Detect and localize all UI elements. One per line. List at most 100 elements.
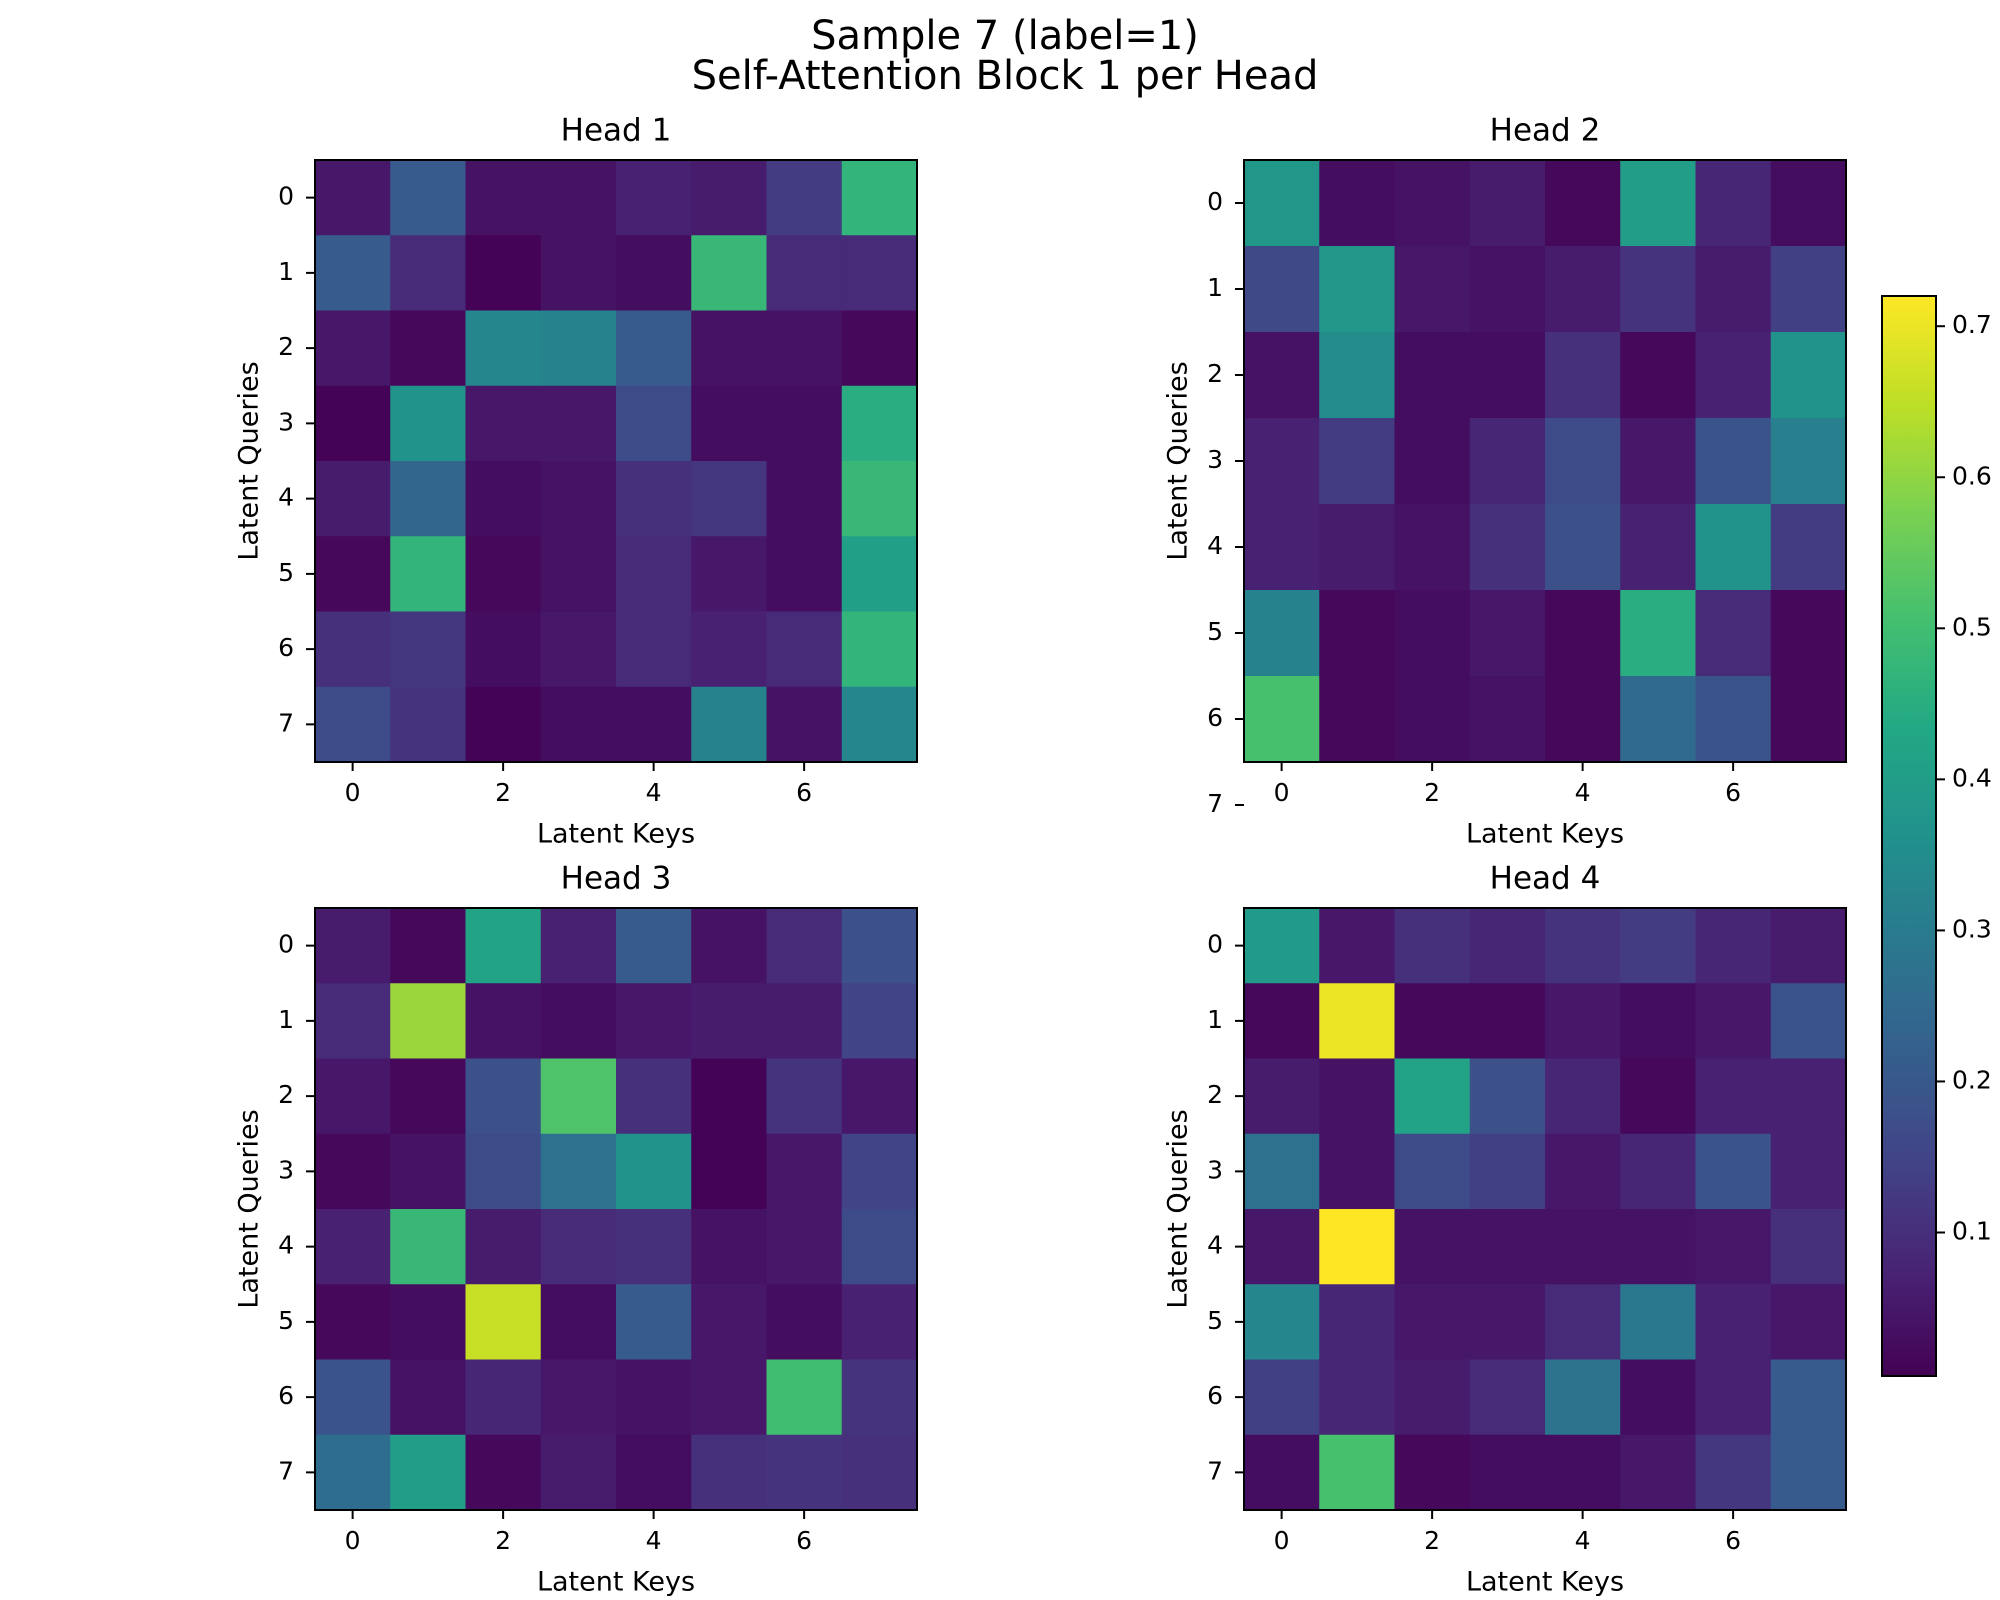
heatmap-cell xyxy=(1770,1058,1847,1135)
x-tick-label: 6 xyxy=(1725,1526,1741,1555)
heatmap-cell xyxy=(1244,590,1320,677)
heatmap-cell xyxy=(465,611,542,688)
x-axis-label: Latent Keys xyxy=(537,819,695,850)
axes-frame xyxy=(314,159,918,763)
heatmap-cell xyxy=(465,1209,542,1285)
y-tick-label: 4 xyxy=(278,483,294,512)
heatmap-cell xyxy=(540,1058,617,1135)
heatmap-cell xyxy=(616,310,692,387)
heatmap-cell xyxy=(616,160,692,236)
y-tick-label: 5 xyxy=(278,558,294,587)
heatmap-cell xyxy=(1545,418,1621,505)
y-tick-label: 6 xyxy=(1207,703,1223,732)
heatmap-cell xyxy=(540,160,617,236)
heatmap-cell xyxy=(465,1133,542,1210)
heatmap-cell xyxy=(390,1434,467,1511)
heatmap-cell xyxy=(315,686,391,763)
heatmap-cell xyxy=(1545,160,1621,247)
heatmap-cell xyxy=(1695,418,1772,505)
heatmap-cell xyxy=(841,235,918,312)
x-tick-label: 6 xyxy=(796,1526,812,1555)
x-tick-label: 2 xyxy=(495,778,511,807)
heatmap-cell xyxy=(616,908,692,984)
heatmap-cell xyxy=(766,1058,843,1135)
heatmap-cell xyxy=(1244,908,1320,984)
colorbar-gradient xyxy=(1882,296,1936,1376)
y-tick-label: 6 xyxy=(278,633,294,662)
heatmap-cell xyxy=(1244,504,1320,591)
heatmap-cell xyxy=(1770,983,1847,1060)
heatmap-cell xyxy=(540,461,617,537)
y-tick-label: 3 xyxy=(1207,445,1223,474)
y-axis-label: Latent Queries xyxy=(234,361,265,560)
heatmap-cell xyxy=(766,461,843,537)
heatmap-cell xyxy=(841,1434,918,1511)
heatmap-cell xyxy=(691,686,768,763)
y-tick-label: 2 xyxy=(1207,1080,1223,1109)
heatmap-cell xyxy=(841,686,918,763)
heatmap-cell xyxy=(1394,1209,1471,1285)
heatmap-cell xyxy=(1620,1209,1697,1285)
heatmap-cell xyxy=(315,1284,391,1361)
y-axis-label: Latent Queries xyxy=(234,1109,265,1308)
y-tick-label: 7 xyxy=(278,1456,294,1485)
heatmap-cell xyxy=(1770,908,1847,984)
heatmap-cell xyxy=(766,385,843,462)
heatmap-cell xyxy=(841,1359,918,1436)
heatmap-cell xyxy=(315,1359,391,1436)
colorbar-tick-label: 0.1 xyxy=(1952,1217,1992,1246)
heatmap-cell xyxy=(1469,676,1546,763)
heatmap-cell xyxy=(1770,332,1847,419)
heatmap-cell xyxy=(315,983,391,1060)
heatmap-cell xyxy=(616,1133,692,1210)
heatmap-cell xyxy=(766,908,843,984)
y-tick-label: 5 xyxy=(1207,1306,1223,1335)
heatmap-cell xyxy=(1545,332,1621,419)
heatmap-cell xyxy=(1545,983,1621,1060)
x-tick-label: 6 xyxy=(1725,778,1741,807)
heatmap-cell xyxy=(1545,1284,1621,1361)
heatmap-cell xyxy=(1545,1434,1621,1511)
panel-title: Head 3 xyxy=(561,861,672,897)
heatmap-cell xyxy=(1244,1434,1320,1511)
heatmap-cell xyxy=(1394,676,1471,763)
heatmap-head-4: Head 4 0 2 4 6 0 1 2 3 4 5 6 7 Latent Keys Latent Quer… xyxy=(1163,861,1847,1598)
heatmap-cell xyxy=(691,908,768,984)
heatmap-cell xyxy=(691,1434,768,1511)
heatmap-cell xyxy=(691,235,768,312)
y-tick-label: 2 xyxy=(1207,359,1223,388)
heatmap-cell xyxy=(766,1209,843,1285)
colorbar-tick-label: 0.2 xyxy=(1952,1065,1992,1094)
heatmap-cell xyxy=(766,1284,843,1361)
x-tick-label: 0 xyxy=(1274,1526,1290,1555)
heatmap-cell xyxy=(1770,418,1847,505)
heatmap-cell xyxy=(691,983,768,1060)
y-tick-label: 7 xyxy=(1207,789,1223,818)
heatmap-cell xyxy=(1319,676,1396,763)
heatmap-cell xyxy=(1394,983,1471,1060)
heatmap-cell xyxy=(691,1133,768,1210)
heatmap-cell xyxy=(616,536,692,613)
heatmap-cell xyxy=(390,385,467,462)
heatmap-cell xyxy=(1695,332,1772,419)
heatmap-cell xyxy=(1394,1133,1471,1210)
heatmap-cell xyxy=(540,686,617,763)
heatmap-cell xyxy=(1319,246,1396,333)
heatmap-cell xyxy=(1469,504,1546,591)
heatmap-cell xyxy=(390,235,467,312)
heatmap-cell xyxy=(540,536,617,613)
heatmap-cell xyxy=(616,1359,692,1436)
y-tick-label: 6 xyxy=(278,1381,294,1410)
heatmap-cell xyxy=(315,310,391,387)
heatmap-cell xyxy=(1244,983,1320,1060)
y-tick-label: 4 xyxy=(278,1231,294,1260)
heatmap-cell xyxy=(1620,983,1697,1060)
heatmap-cell xyxy=(1770,504,1847,591)
heatmap-cell xyxy=(691,160,768,236)
heatmap-cell xyxy=(1469,1209,1546,1285)
heatmap-cell xyxy=(390,536,467,613)
heatmap-cell xyxy=(691,385,768,462)
heatmap-cell xyxy=(841,310,918,387)
y-tick-label: 2 xyxy=(278,1080,294,1109)
heatmap-cell xyxy=(1469,418,1546,505)
